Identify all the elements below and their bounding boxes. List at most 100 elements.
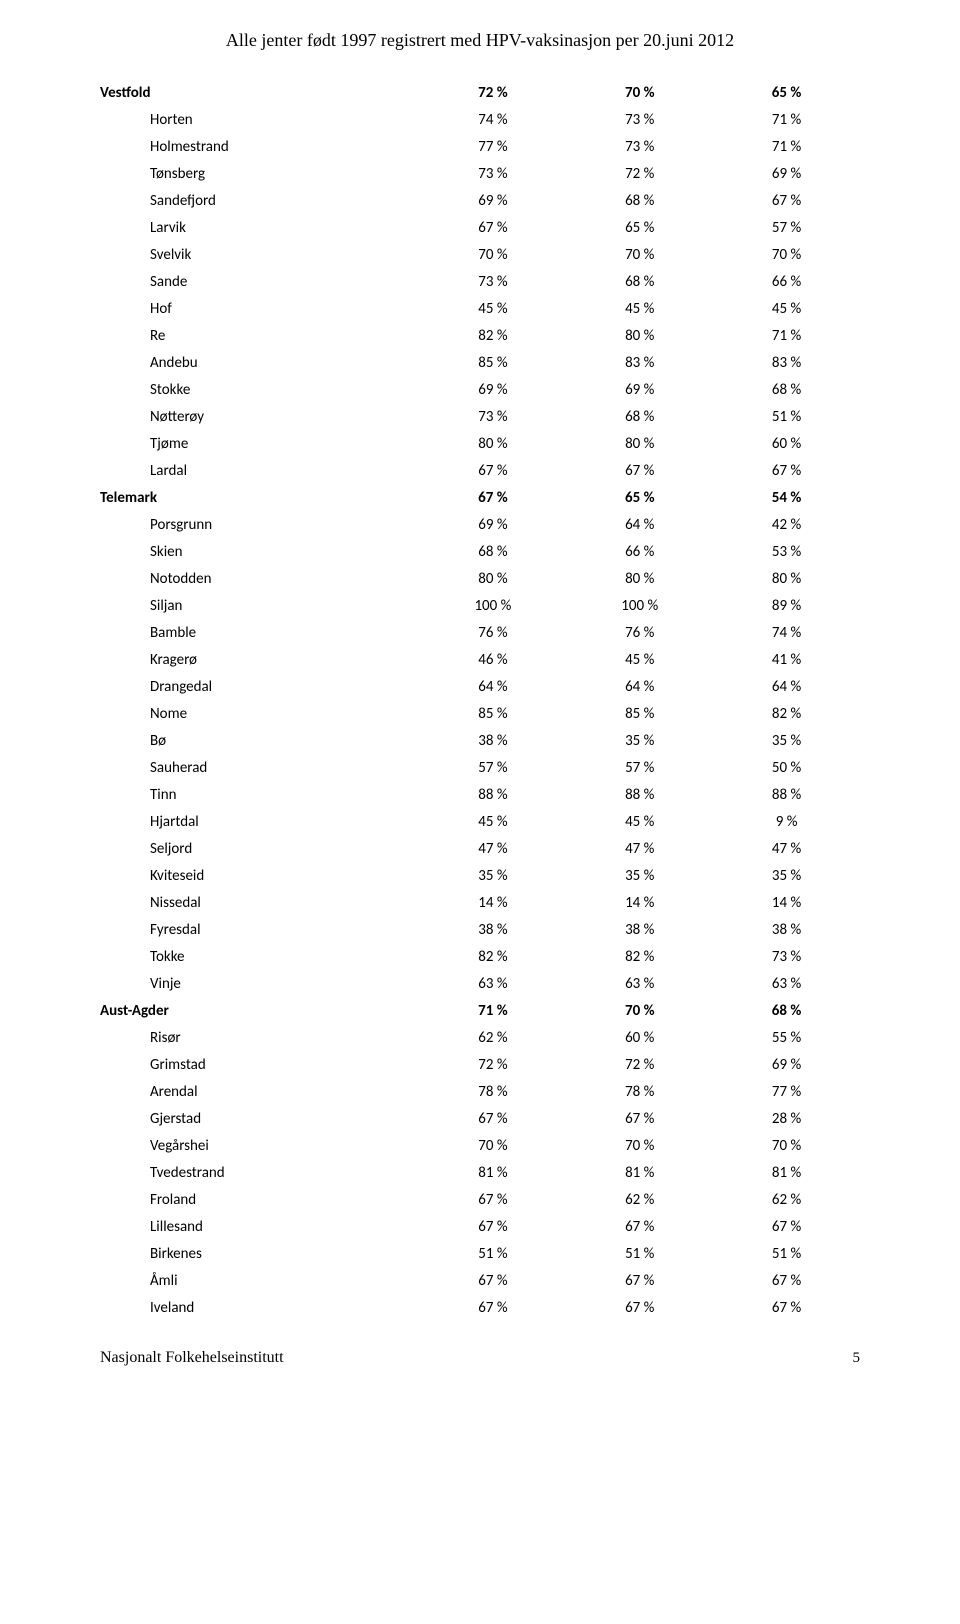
table-row-municipality: Siljan100 %100 %89 % bbox=[100, 592, 860, 619]
vaccination-table: Vestfold72 %70 %65 %Horten74 %73 %71 %Ho… bbox=[100, 79, 860, 1321]
municipality-name: Lillesand bbox=[100, 1213, 420, 1240]
municipality-value: 62 % bbox=[566, 1186, 713, 1213]
municipality-value: 73 % bbox=[420, 403, 567, 430]
table-row-municipality: Tokke82 %82 %73 % bbox=[100, 943, 860, 970]
region-value: 71 % bbox=[420, 997, 567, 1024]
municipality-name: Tønsberg bbox=[100, 160, 420, 187]
municipality-value: 67 % bbox=[566, 457, 713, 484]
municipality-name: Larvik bbox=[100, 214, 420, 241]
municipality-name: Re bbox=[100, 322, 420, 349]
municipality-value: 51 % bbox=[713, 1240, 860, 1267]
municipality-value: 69 % bbox=[420, 376, 567, 403]
table-row-municipality: Andebu85 %83 %83 % bbox=[100, 349, 860, 376]
municipality-value: 64 % bbox=[713, 673, 860, 700]
municipality-value: 68 % bbox=[566, 403, 713, 430]
table-row-municipality: Arendal78 %78 %77 % bbox=[100, 1078, 860, 1105]
municipality-value: 80 % bbox=[420, 565, 567, 592]
region-name: Aust-Agder bbox=[100, 997, 420, 1024]
table-row-municipality: Hjartdal45 %45 %9 % bbox=[100, 808, 860, 835]
municipality-value: 46 % bbox=[420, 646, 567, 673]
municipality-value: 67 % bbox=[566, 1105, 713, 1132]
table-row-municipality: Sauherad57 %57 %50 % bbox=[100, 754, 860, 781]
municipality-value: 88 % bbox=[420, 781, 567, 808]
municipality-value: 64 % bbox=[420, 673, 567, 700]
municipality-value: 89 % bbox=[713, 592, 860, 619]
footer-institution: Nasjonalt Folkehelseinstitutt bbox=[100, 1349, 284, 1367]
table-row-municipality: Nissedal14 %14 %14 % bbox=[100, 889, 860, 916]
municipality-value: 72 % bbox=[566, 160, 713, 187]
municipality-value: 74 % bbox=[420, 106, 567, 133]
municipality-value: 45 % bbox=[566, 295, 713, 322]
municipality-name: Sande bbox=[100, 268, 420, 295]
municipality-value: 67 % bbox=[713, 1267, 860, 1294]
municipality-value: 38 % bbox=[420, 916, 567, 943]
municipality-name: Nome bbox=[100, 700, 420, 727]
table-row-region: Aust-Agder71 %70 %68 % bbox=[100, 997, 860, 1024]
municipality-value: 38 % bbox=[713, 916, 860, 943]
municipality-name: Kragerø bbox=[100, 646, 420, 673]
municipality-value: 82 % bbox=[420, 943, 567, 970]
municipality-value: 73 % bbox=[420, 268, 567, 295]
table-row-municipality: Notodden80 %80 %80 % bbox=[100, 565, 860, 592]
municipality-value: 67 % bbox=[420, 457, 567, 484]
municipality-value: 51 % bbox=[420, 1240, 567, 1267]
municipality-name: Froland bbox=[100, 1186, 420, 1213]
municipality-value: 14 % bbox=[420, 889, 567, 916]
region-value: 70 % bbox=[566, 79, 713, 106]
municipality-value: 67 % bbox=[713, 457, 860, 484]
table-row-municipality: Grimstad72 %72 %69 % bbox=[100, 1051, 860, 1078]
table-row-municipality: Nome85 %85 %82 % bbox=[100, 700, 860, 727]
municipality-value: 67 % bbox=[566, 1294, 713, 1321]
table-row-municipality: Sande73 %68 %66 % bbox=[100, 268, 860, 295]
table-row-municipality: Seljord47 %47 %47 % bbox=[100, 835, 860, 862]
municipality-value: 67 % bbox=[420, 1294, 567, 1321]
municipality-name: Seljord bbox=[100, 835, 420, 862]
municipality-value: 70 % bbox=[713, 1132, 860, 1159]
municipality-value: 88 % bbox=[566, 781, 713, 808]
table-row-municipality: Drangedal64 %64 %64 % bbox=[100, 673, 860, 700]
municipality-value: 72 % bbox=[420, 1051, 567, 1078]
municipality-value: 69 % bbox=[713, 160, 860, 187]
municipality-name: Tinn bbox=[100, 781, 420, 808]
municipality-value: 83 % bbox=[713, 349, 860, 376]
municipality-value: 100 % bbox=[420, 592, 567, 619]
table-row-municipality: Hof45 %45 %45 % bbox=[100, 295, 860, 322]
municipality-name: Holmestrand bbox=[100, 133, 420, 160]
table-row-municipality: Horten74 %73 %71 % bbox=[100, 106, 860, 133]
municipality-value: 68 % bbox=[566, 187, 713, 214]
region-value: 68 % bbox=[713, 997, 860, 1024]
municipality-value: 66 % bbox=[713, 268, 860, 295]
municipality-name: Bamble bbox=[100, 619, 420, 646]
municipality-value: 77 % bbox=[420, 133, 567, 160]
municipality-value: 51 % bbox=[713, 403, 860, 430]
municipality-value: 64 % bbox=[566, 511, 713, 538]
municipality-name: Kviteseid bbox=[100, 862, 420, 889]
municipality-value: 55 % bbox=[713, 1024, 860, 1051]
table-row-municipality: Stokke69 %69 %68 % bbox=[100, 376, 860, 403]
municipality-value: 78 % bbox=[420, 1078, 567, 1105]
municipality-value: 85 % bbox=[566, 700, 713, 727]
municipality-value: 88 % bbox=[713, 781, 860, 808]
municipality-value: 45 % bbox=[566, 646, 713, 673]
municipality-value: 74 % bbox=[713, 619, 860, 646]
municipality-value: 67 % bbox=[420, 1267, 567, 1294]
municipality-value: 77 % bbox=[713, 1078, 860, 1105]
table-row-municipality: Larvik67 %65 %57 % bbox=[100, 214, 860, 241]
municipality-value: 81 % bbox=[566, 1159, 713, 1186]
region-value: 65 % bbox=[566, 484, 713, 511]
municipality-name: Horten bbox=[100, 106, 420, 133]
municipality-value: 38 % bbox=[420, 727, 567, 754]
region-value: 54 % bbox=[713, 484, 860, 511]
table-row-municipality: Vinje63 %63 %63 % bbox=[100, 970, 860, 997]
municipality-name: Tvedestrand bbox=[100, 1159, 420, 1186]
table-row-municipality: Risør62 %60 %55 % bbox=[100, 1024, 860, 1051]
table-row-municipality: Tønsberg73 %72 %69 % bbox=[100, 160, 860, 187]
municipality-value: 69 % bbox=[420, 187, 567, 214]
municipality-value: 14 % bbox=[713, 889, 860, 916]
table-row-municipality: Skien68 %66 %53 % bbox=[100, 538, 860, 565]
municipality-value: 50 % bbox=[713, 754, 860, 781]
table-row-region: Telemark67 %65 %54 % bbox=[100, 484, 860, 511]
municipality-value: 69 % bbox=[713, 1051, 860, 1078]
municipality-value: 82 % bbox=[566, 943, 713, 970]
municipality-name: Stokke bbox=[100, 376, 420, 403]
